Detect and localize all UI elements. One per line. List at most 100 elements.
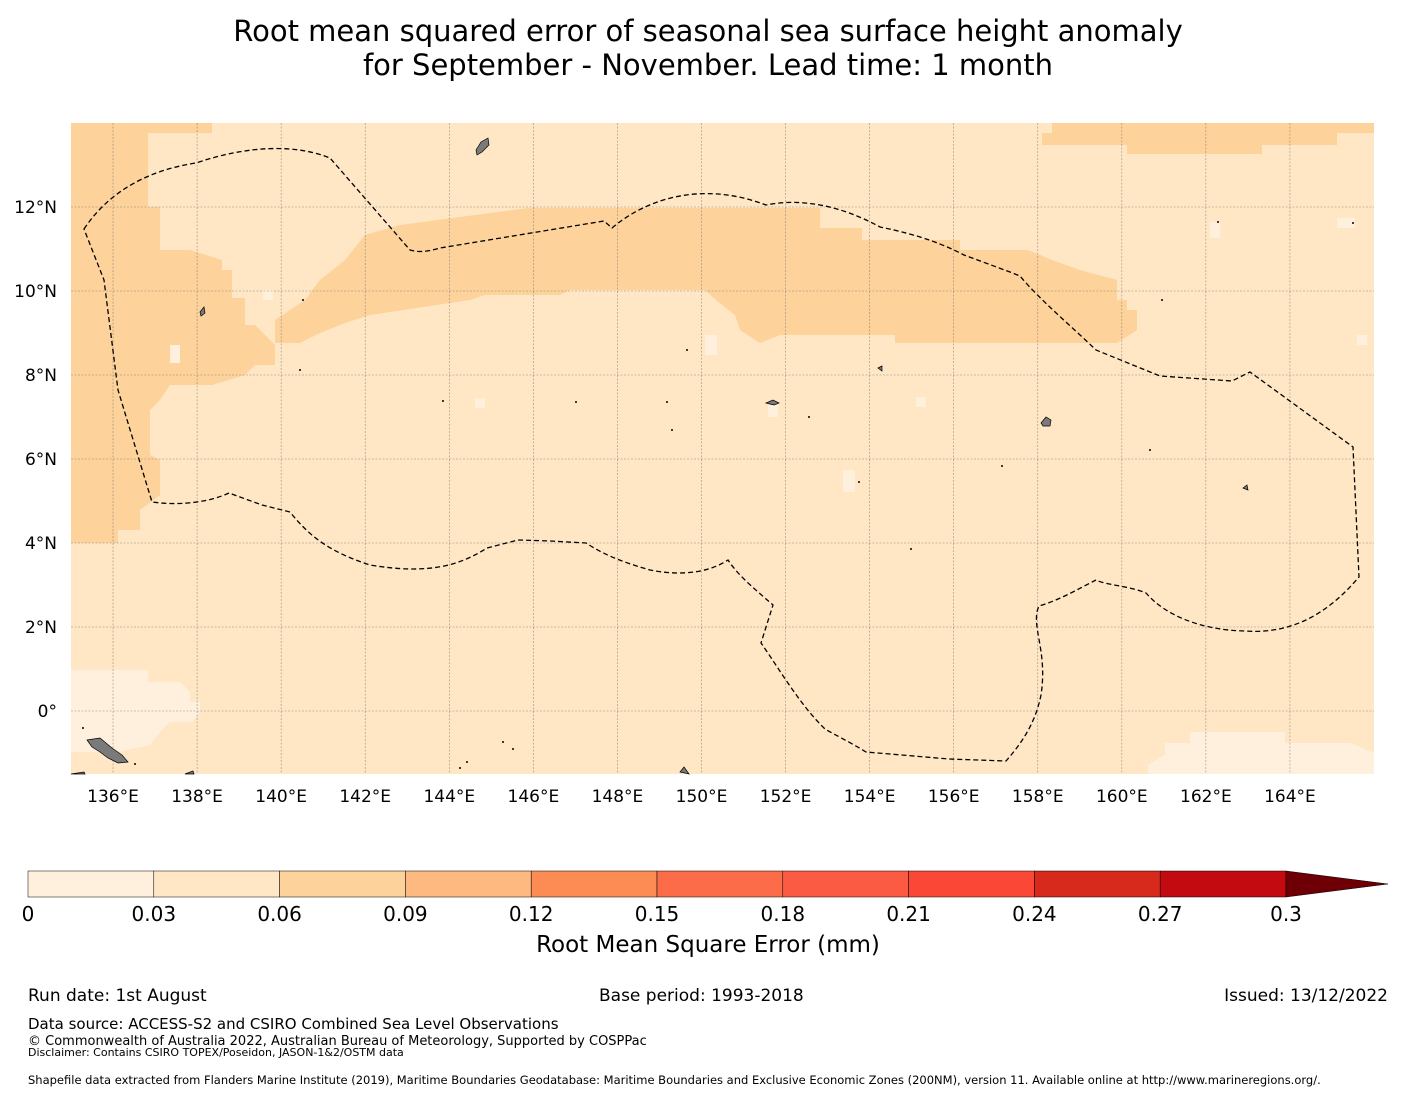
rmse-field-central-band — [275, 208, 1137, 343]
x-tick-label: 144°E — [423, 787, 475, 807]
issued-date: Issued: 13/12/2022 — [1224, 986, 1388, 1006]
island — [70, 771, 86, 775]
island — [877, 365, 883, 372]
island — [184, 770, 195, 775]
x-tick-label: 142°E — [339, 787, 391, 807]
x-tick-label: 158°E — [1012, 787, 1064, 807]
atoll — [686, 349, 688, 351]
rmse-field-northeast-band — [1042, 123, 1374, 154]
map-title-line2: for September - November. Lead time: 1 m… — [362, 48, 1054, 82]
x-tick-label: 140°E — [255, 787, 307, 807]
island — [679, 766, 690, 775]
map-panel: 136°E 138°E 140°E 142°E 144°E 146°E 148°E 150°E… — [14, 123, 1374, 807]
island — [199, 306, 206, 317]
island — [86, 737, 129, 764]
graticule — [71, 123, 1374, 774]
atoll — [82, 727, 84, 729]
colorbar-tick-label: 0.18 — [760, 902, 806, 926]
y-tick-label: 10°N — [14, 282, 57, 302]
y-tick-label: 12°N — [14, 198, 57, 218]
run-date: Run date: 1st August — [28, 986, 207, 1006]
rmse-low-spot — [705, 335, 717, 355]
atoll — [575, 401, 577, 403]
x-tick-label: 160°E — [1096, 787, 1148, 807]
atoll — [666, 401, 668, 403]
colorbar-segment — [1159, 870, 1287, 898]
land-masses — [70, 137, 1249, 775]
atoll — [910, 548, 912, 550]
atoll — [466, 761, 468, 763]
atoll — [1001, 465, 1003, 467]
atoll — [512, 748, 514, 750]
atoll — [1352, 222, 1354, 224]
colorbar-tick-label: 0.15 — [634, 902, 680, 926]
colorbar-segment — [908, 870, 1035, 898]
latitude-axis: 12°N 10°N 8°N 6°N 4°N 2°N 0° — [14, 198, 57, 722]
x-tick-label: 150°E — [676, 787, 728, 807]
x-tick-label: 164°E — [1264, 787, 1316, 807]
atoll — [442, 400, 444, 402]
x-tick-label: 162°E — [1180, 787, 1232, 807]
y-tick-label: 2°N — [25, 618, 57, 638]
colorbar-segment — [656, 870, 784, 898]
island — [1040, 416, 1052, 427]
eez-boundary — [83, 147, 1360, 762]
x-tick-label: 152°E — [760, 787, 812, 807]
atoll — [1161, 299, 1163, 301]
colorbar-extend-arrow — [1285, 870, 1389, 898]
colorbar-segment — [405, 870, 532, 898]
atoll — [302, 299, 304, 301]
rmse-field-southeast-low — [1148, 732, 1374, 774]
atoll — [1149, 449, 1151, 451]
rmse-low-spot — [170, 345, 180, 363]
x-tick-label: 146°E — [508, 787, 560, 807]
colorbar-tick-label: 0.21 — [886, 902, 931, 926]
rmse-low-spot — [843, 470, 855, 492]
rmse-low-spot — [263, 290, 273, 300]
rmse-low-spot — [1357, 335, 1367, 345]
colorbar-segment — [1034, 870, 1161, 898]
colorbar-tick-label: 0.3 — [1270, 902, 1302, 926]
colorbar-segment — [27, 870, 155, 898]
rmse-low-spot — [1210, 222, 1220, 238]
disclaimer: Disclaimer: Contains CSIRO TOPEX/Poseido… — [28, 1046, 404, 1059]
colorbar-tick-label: 0.27 — [1137, 902, 1183, 926]
colorbar-tick-label: 0.06 — [257, 902, 302, 926]
colorbar-tick-label: 0.03 — [131, 902, 177, 926]
rmse-low-spot — [768, 405, 778, 417]
y-tick-label: 0° — [38, 702, 57, 722]
atoll — [808, 416, 810, 418]
x-tick-label: 154°E — [844, 787, 896, 807]
colorbar-tick-label: 0.12 — [508, 902, 554, 926]
colorbar-segment — [530, 870, 658, 898]
x-tick-label: 138°E — [171, 787, 223, 807]
rmse-low-spot — [916, 397, 926, 407]
base-period: Base period: 1993-2018 — [599, 986, 804, 1006]
colorbar-tick-label: 0.09 — [383, 902, 428, 926]
map-title-line1: Root mean squared error of seasonal sea … — [233, 14, 1183, 48]
atoll — [671, 429, 673, 431]
shapefile-credit: Shapefile data extracted from Flanders M… — [28, 1073, 1321, 1087]
colorbar — [27, 870, 1389, 898]
colorbar-segment — [153, 870, 280, 898]
island — [764, 399, 780, 406]
x-tick-label: 156°E — [928, 787, 980, 807]
atoll — [858, 481, 860, 483]
y-tick-label: 4°N — [25, 534, 57, 554]
colorbar-tick-label: 0 — [21, 902, 35, 926]
colorbar-segment — [782, 870, 909, 898]
map-title: Root mean squared error of seasonal sea … — [0, 14, 1416, 82]
small-atolls — [82, 221, 1354, 769]
y-tick-label: 8°N — [25, 366, 57, 386]
colorbar-segment — [279, 870, 406, 898]
x-tick-label: 148°E — [592, 787, 644, 807]
colorbar-label: Root Mean Square Error (mm) — [536, 932, 880, 958]
atoll — [459, 767, 461, 769]
island — [1242, 484, 1249, 491]
atoll — [502, 741, 504, 743]
x-tick-label: 136°E — [87, 787, 139, 807]
y-tick-label: 6°N — [25, 450, 57, 470]
rmse-low-spot — [475, 398, 485, 408]
atoll — [299, 369, 301, 371]
